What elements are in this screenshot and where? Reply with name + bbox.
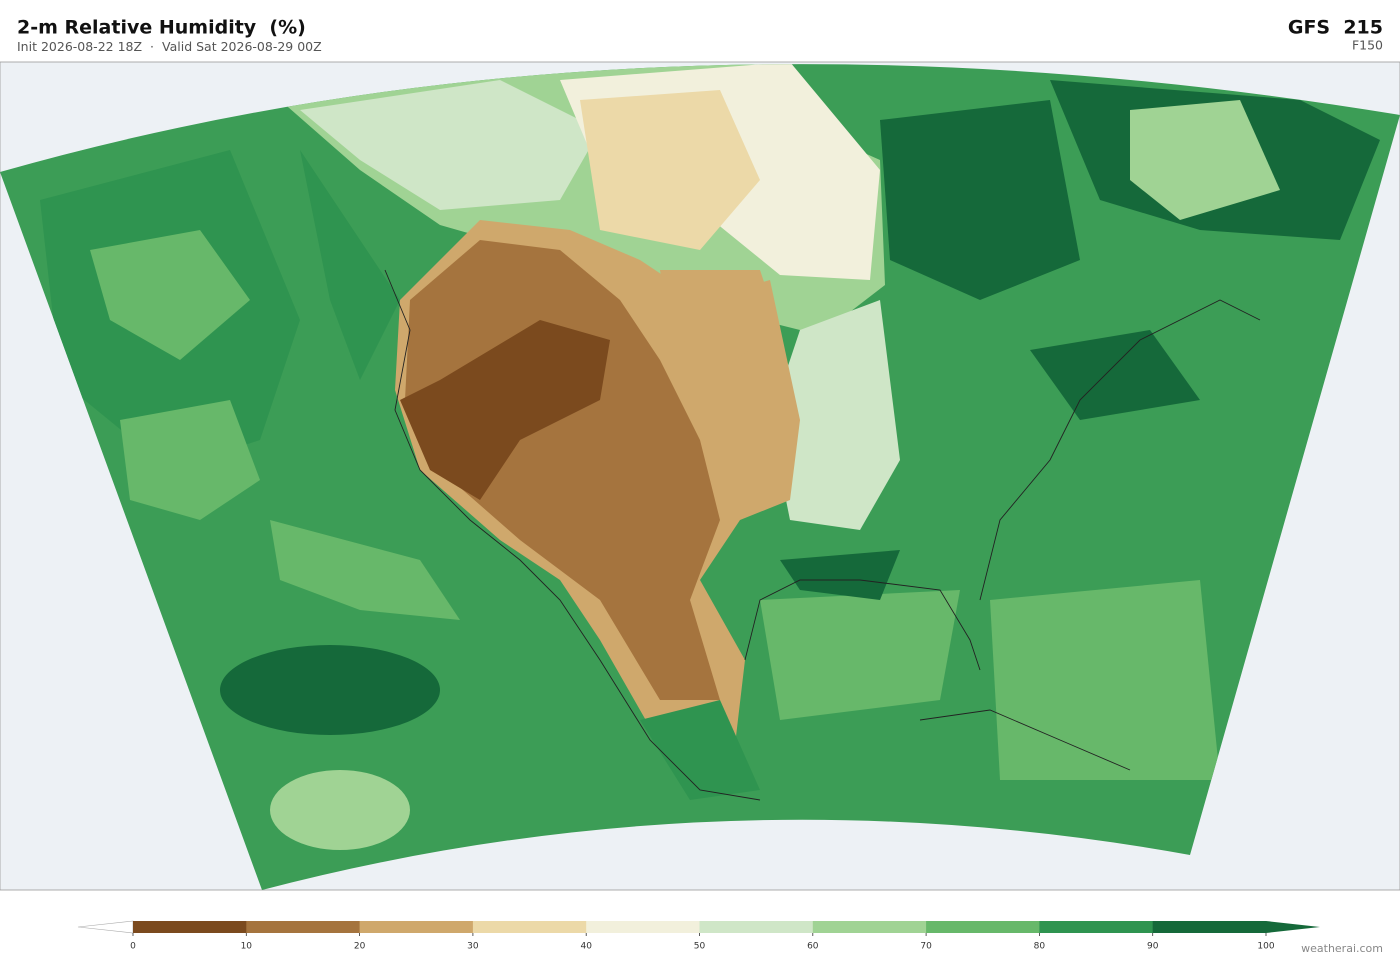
map [0,61,1400,891]
colorbar-tick-label: 80 [1034,942,1046,952]
coastlines [384,269,1261,801]
title: 2-m Relative Humidity (%) [17,17,306,39]
colorbar-segment [699,921,814,933]
colorbar-tick-label: 100 [1257,942,1274,952]
colorbar-segment [1152,921,1267,933]
colorbar-tick-label: 70 [920,942,932,952]
colorbar-tick-label: 10 [241,942,253,952]
colorbar-segment [246,921,361,933]
colorbar-under [77,920,134,934]
model-label: GFS 215 [1288,17,1383,39]
colorbar-segment [926,921,1040,933]
colorbar-segment [133,921,247,933]
colorbar-over [1266,921,1320,933]
colorbar-segment [359,921,474,933]
colorbar-segment [1039,921,1154,933]
valid-time: Valid Sat 2026-08-29 00Z [162,39,322,54]
colorbar-tick-label: 40 [580,942,592,952]
forecast-hour: F150 [1352,38,1383,53]
colorbar-tick-label: 0 [130,942,136,952]
credit: weatherai.com [1301,942,1383,955]
colorbar-tick-label: 30 [467,942,479,952]
subtitle: Init 2026-08-22 18Z · Valid Sat 2026-08-29… [17,39,322,54]
colorbar-segment [472,921,587,933]
colorbar-tick-label: 20 [354,942,366,952]
colorbar: 0 10 20 30 40 50 60 70 80 90 100 [77,920,1320,952]
colorbar-tick-label: 60 [807,942,819,952]
colorbar-tick-label: 90 [1147,942,1159,952]
colorbar-segment [586,921,700,933]
separator: · [150,39,154,54]
colorbar-tick-label: 50 [694,942,706,952]
humidity-field [0,64,1400,890]
colorbar-segment [812,921,927,933]
init-time: Init 2026-08-22 18Z [17,39,142,54]
